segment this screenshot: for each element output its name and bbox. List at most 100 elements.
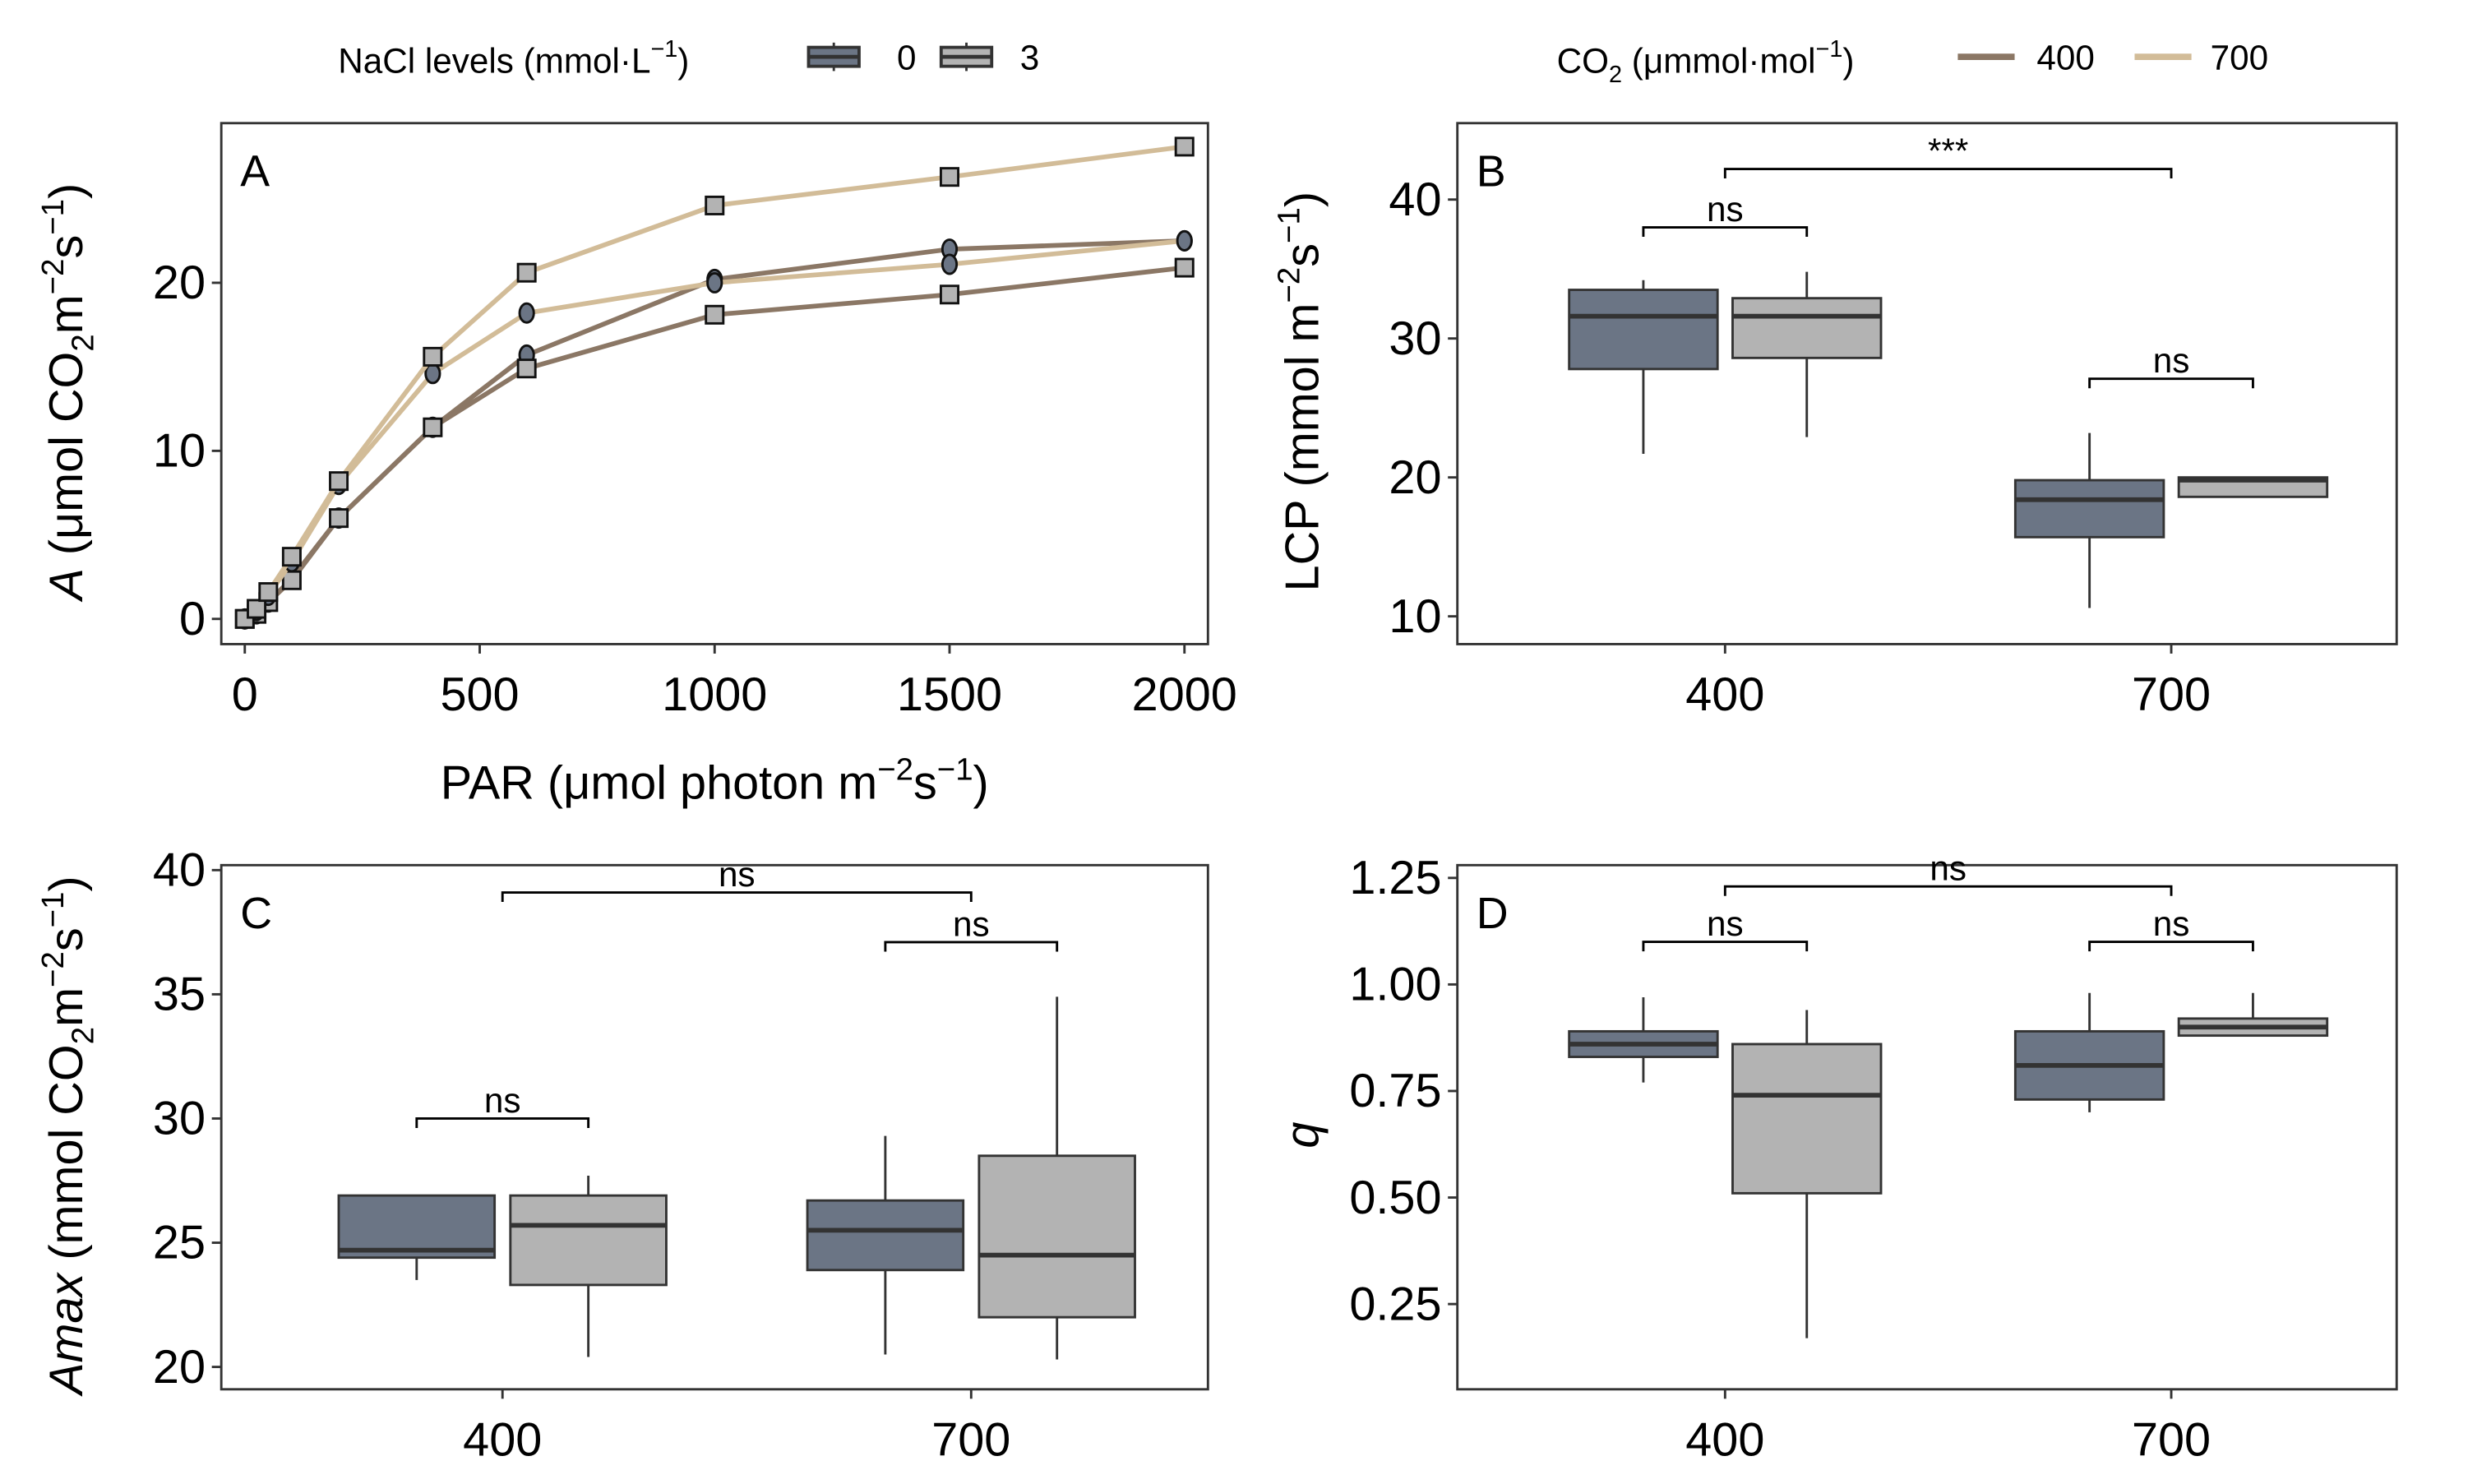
data-point [1174,136,1195,157]
significance-bracket: ns [884,904,1059,952]
bracket-line [2088,941,2254,952]
legend-nacl: NaCl levels (mmol·L−1) 0 3 [338,36,1039,80]
significance-label: ns [484,1081,521,1120]
y-axis-label-part: s [40,235,93,259]
y-tick-label: 20 [1389,451,1441,504]
box-400-nacl-0 [1568,280,1719,454]
data-point [939,284,959,305]
bracket-line [501,891,973,903]
y-axis-label-part: (μmol CO [40,352,93,569]
y-tick-label: 0 [179,593,206,645]
y-tick-label: 20 [153,1341,206,1394]
y-tick-label: 40 [1389,173,1441,226]
x-tick-label: 2000 [1132,668,1237,721]
box [977,1154,1136,1319]
panel-label: D [1477,889,1509,938]
data-point [941,253,959,275]
panel-B: B 10 20 30 40 LCP (mmol m−2s−1) 400 700 *** ns ns [1272,122,2398,721]
box-400-nacl-3 [1731,1010,1883,1338]
data-point [706,272,723,294]
bracket-line [1642,941,1809,952]
significance-label: ns [1707,904,1744,943]
svg-text:CO2 (μmmol·mol−1): CO2 (μmmol·mol−1) [1557,36,1855,88]
significance-label: ns [2153,904,2190,943]
legend-label-0: 0 [897,38,917,76]
y-tick-label: 30 [1389,312,1441,365]
data-point [423,346,443,367]
box [509,1194,668,1287]
data-point [705,195,725,215]
box-700-nacl-0 [2013,432,2165,608]
bracket-line [2088,377,2254,389]
x-axis-label: PAR (μmol photon m−2s−1) [441,752,989,810]
data-point [705,304,725,325]
y-axis-label-part: 2 [66,334,101,351]
significance-bracket: ns [1723,849,2173,896]
data-point [518,302,535,324]
bracket-line [1642,226,1809,238]
y-tick-label: 1.00 [1349,959,1441,1011]
legend-nacl-title: NaCl levels (mmol·L [338,41,650,80]
y-axis-label: q [1277,1122,1329,1149]
y-tick-label: 0.50 [1349,1172,1441,1224]
x-tick-label: 400 [1685,1413,1764,1466]
data-point [329,471,349,492]
significance-label: ns [2153,341,2190,380]
box [337,1194,497,1260]
bracket-line [1723,885,2173,896]
significance-label: ns [719,855,756,894]
legend-co2-title: CO [1557,41,1609,80]
significance-bracket: *** [1723,132,2173,179]
y-axis-label-part: 2 [66,1027,101,1044]
significance-label: *** [1928,132,1968,170]
x-axis-label-part: −1 [937,752,973,788]
box-700-nacl-3 [977,996,1136,1360]
y-tick-label: 20 [153,257,206,309]
box [1568,289,1719,371]
legend-label-700: 700 [2211,38,2268,76]
x-axis-label-part: −2 [877,752,913,788]
series-700-3 [234,136,1195,629]
y-tick-label: 40 [153,844,206,897]
significance-bracket: ns [2088,904,2254,952]
significance-bracket: ns [1642,190,1809,238]
data-point [281,547,302,567]
y-axis-label-part: (mmol CO [40,1044,93,1273]
bracket-line [884,941,1059,952]
bracket-line [415,1117,590,1128]
x-axis-label-part: PAR (μmol photon m [441,757,877,810]
legend-label-3: 3 [1020,38,1040,76]
bracket-line [1723,168,2173,179]
y-axis-label-part: ) [40,183,93,199]
y-axis-label-part: Amax [40,1271,93,1396]
y-axis-label-part: −2 [1272,267,1307,303]
box [2013,478,2165,539]
y-axis-label: LCP (mmol m−2s−1) [1272,192,1329,591]
y-axis-label-part: s [1277,243,1329,267]
y-tick-label: 0.25 [1349,1278,1441,1330]
box-700-nacl-0 [806,1135,965,1355]
data-point [516,358,537,379]
svg-text:NaCl levels (mmol·L−1): NaCl levels (mmol·L−1) [338,36,689,80]
box-700-nacl-3 [2177,476,2329,498]
significance-bracket: ns [501,855,973,903]
x-tick-label: 700 [2132,1413,2211,1466]
box-400-nacl-3 [509,1175,668,1357]
y-axis-label-part: −1 [1272,207,1307,243]
plot-frame [1456,122,2398,645]
data-point [1174,257,1195,278]
panel-C: C 20 25 30 35 40 Amax (mmol CO2m−2s−1) 400 700 ns… [35,844,1209,1466]
y-axis-label-part: A [40,568,93,602]
y-tick-label: 25 [153,1217,206,1269]
data-point [258,582,279,603]
box-700-nacl-3 [2177,992,2329,1038]
data-point [423,417,443,437]
y-axis-label-part: s [40,927,93,951]
significance-bracket: ns [2088,341,2254,389]
x-tick-label: 1000 [662,668,767,721]
data-point [1176,229,1193,252]
y-axis-label-part: m [40,987,93,1027]
y-axis-label: A (μmol CO2m−2s−1) [35,183,100,603]
